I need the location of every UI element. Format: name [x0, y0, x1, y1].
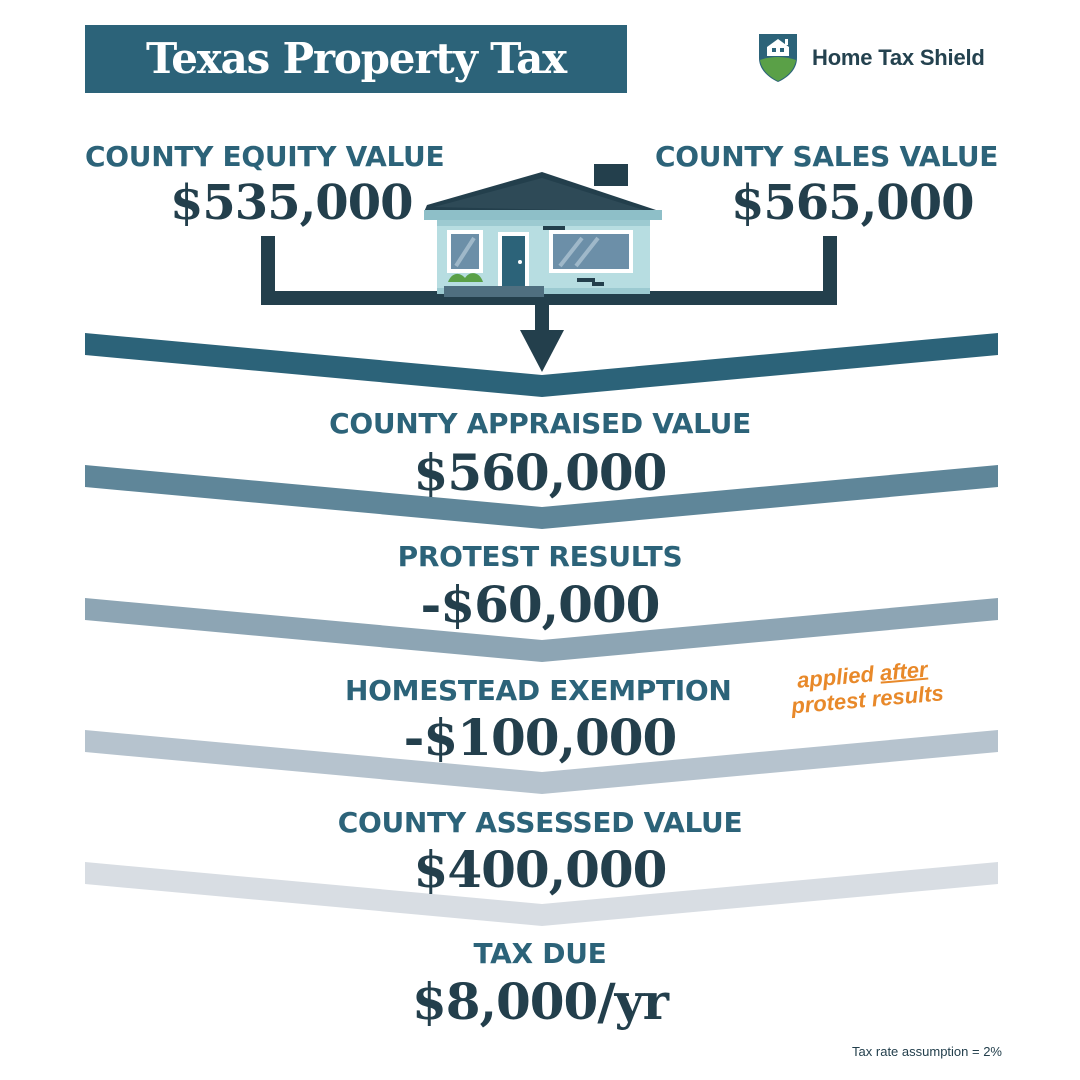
chevron-band	[85, 730, 998, 794]
shield-house-icon	[759, 34, 797, 82]
chevron-band	[85, 598, 998, 662]
title-banner: Texas Property Tax Math	[85, 25, 627, 151]
equity-label: COUNTY EQUITY VALUE	[85, 140, 445, 173]
merge-connector	[261, 236, 837, 372]
house-illustration	[424, 164, 662, 297]
homestead-label: HOMESTEAD EXEMPTION	[345, 674, 732, 707]
footnote: Tax rate assumption = 2%	[852, 1044, 1002, 1059]
appraised-label: COUNTY APPRAISED VALUE	[329, 407, 751, 440]
down-arrow-icon	[520, 330, 564, 372]
equity-value: $535,000	[170, 175, 413, 231]
protest-label: PROTEST RESULTS	[397, 540, 683, 573]
page-title: Texas Property Tax Math	[146, 34, 567, 151]
sales-label: COUNTY SALES VALUE	[655, 140, 999, 173]
brand-name: Home Tax Shield	[812, 45, 985, 70]
chevron-band	[85, 333, 998, 397]
homestead-value: -$100,000	[403, 708, 678, 767]
assessed-value: $400,000	[413, 840, 668, 899]
tax-due-label: TAX DUE	[473, 937, 607, 970]
tax-due-value: $8,000/yr	[411, 972, 669, 1031]
appraised-value: $560,000	[413, 443, 668, 502]
chevron-band	[85, 465, 998, 529]
protest-value: -$60,000	[420, 575, 661, 634]
chevron-band	[85, 862, 998, 926]
assessed-label: COUNTY ASSESSED VALUE	[337, 806, 743, 839]
sales-value: $565,000	[731, 175, 974, 231]
